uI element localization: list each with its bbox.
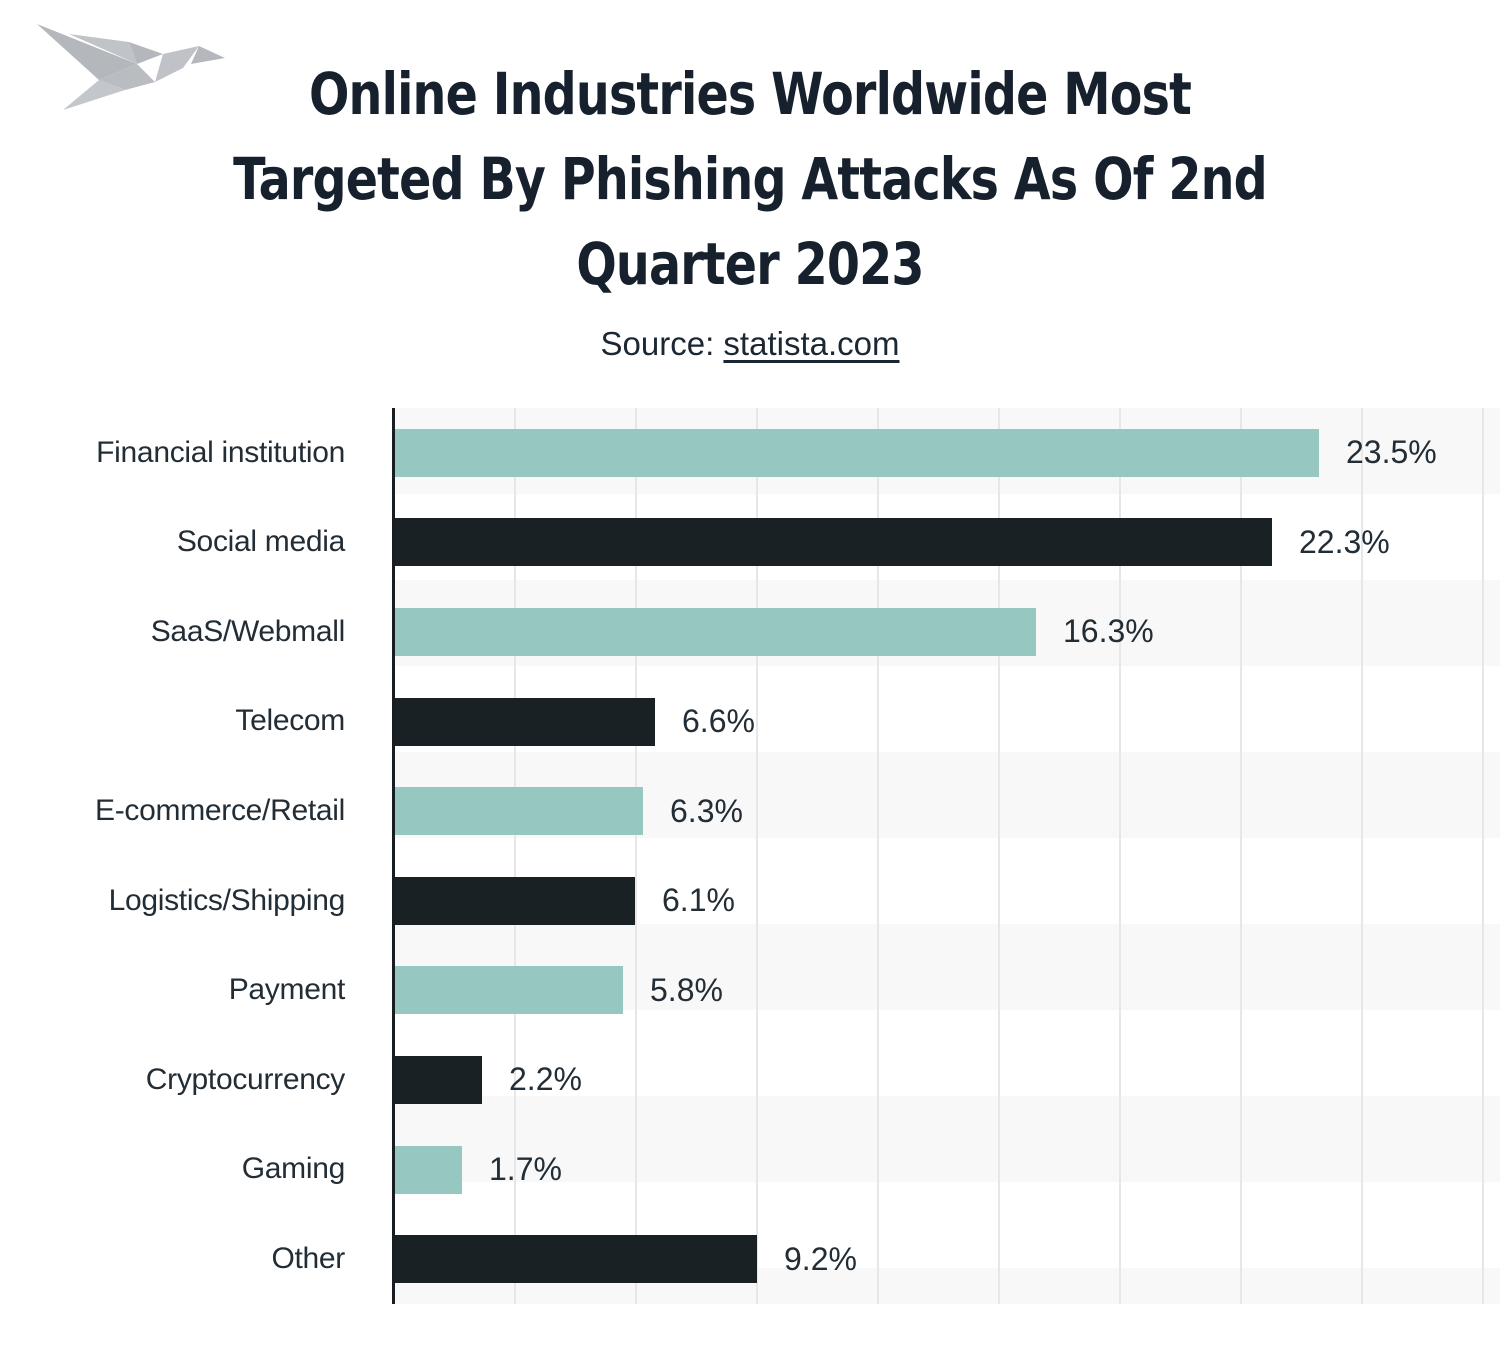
source-line: Source: statista.com — [0, 325, 1500, 363]
chart-title-line-2: Targeted By Phishing Attacks As Of 2nd — [233, 145, 1268, 213]
bar-zone: 2.2% — [395, 1055, 582, 1104]
value-label: 6.3% — [670, 792, 743, 829]
category-label: Telecom — [235, 704, 345, 738]
bar-rows: Financial institution 23.5% Social media 22… — [0, 408, 1500, 1304]
value-label: 6.1% — [662, 882, 735, 919]
value-label: 16.3% — [1063, 613, 1154, 650]
bar-zone: 6.6% — [395, 697, 755, 746]
chart-row: Logistics/Shipping 6.1% — [0, 856, 1500, 946]
value-label: 1.7% — [489, 1151, 562, 1188]
bar-gaming — [395, 1145, 462, 1194]
chart-row: Telecom 6.6% — [0, 677, 1500, 767]
chart-row: Financial institution 23.5% — [0, 408, 1500, 498]
category-label: Social media — [176, 525, 345, 559]
chart-title-line-3: Quarter 2023 — [576, 230, 924, 298]
bar-zone: 22.3% — [395, 518, 1390, 567]
value-label: 6.6% — [682, 703, 755, 740]
chart-row: E-commerce/Retail 6.3% — [0, 766, 1500, 856]
bar-zone: 6.3% — [395, 787, 743, 836]
bar-e-commerce-retail — [395, 787, 643, 836]
category-label: Cryptocurrency — [145, 1062, 346, 1096]
chart-title: Online Industries Worldwide Most Targete… — [135, 52, 1365, 307]
category-label: Payment — [228, 973, 346, 1007]
bar-social-media — [395, 518, 1272, 567]
bar-financial-institution — [395, 428, 1319, 477]
chart-row: Cryptocurrency 2.2% — [0, 1035, 1500, 1125]
bar-logistics-shipping — [395, 876, 635, 925]
bar-zone: 16.3% — [395, 607, 1154, 656]
value-label: 2.2% — [509, 1061, 582, 1098]
chart-title-line-1: Online Industries Worldwide Most — [308, 60, 1192, 128]
chart-row: Other 9.2% — [0, 1214, 1500, 1304]
bar-zone: 1.7% — [395, 1145, 562, 1194]
value-label: 23.5% — [1346, 434, 1437, 471]
bar-payment — [395, 966, 623, 1015]
source-prefix-label: Source: — [600, 325, 724, 362]
origami-bird-logo-icon — [37, 24, 225, 110]
value-label: 22.3% — [1299, 523, 1390, 560]
bar-telecom — [395, 697, 655, 746]
category-label: Logistics/Shipping — [108, 883, 346, 917]
chart-row: Social media 22.3% — [0, 498, 1500, 588]
source-link[interactable]: statista.com — [723, 325, 900, 362]
bar-zone: 5.8% — [395, 966, 723, 1015]
bar-other — [395, 1235, 757, 1284]
bar-zone: 6.1% — [395, 876, 735, 925]
category-label: SaaS/Webmall — [150, 614, 346, 648]
category-label: E-commerce/Retail — [95, 793, 345, 827]
chart-row: Gaming 1.7% — [0, 1125, 1500, 1215]
value-label: 5.8% — [650, 971, 723, 1008]
bar-saas-webmall — [395, 607, 1036, 656]
chart-row: Payment 5.8% — [0, 946, 1500, 1036]
bar-zone: 23.5% — [395, 428, 1437, 477]
chart-row: SaaS/Webmall 16.3% — [0, 587, 1500, 677]
category-label: Gaming — [241, 1152, 346, 1186]
category-label: Other — [271, 1241, 345, 1275]
category-label: Financial institution — [96, 435, 345, 469]
value-label: 9.2% — [784, 1240, 857, 1277]
bar-cryptocurrency — [395, 1055, 482, 1104]
bar-zone: 9.2% — [395, 1235, 857, 1284]
